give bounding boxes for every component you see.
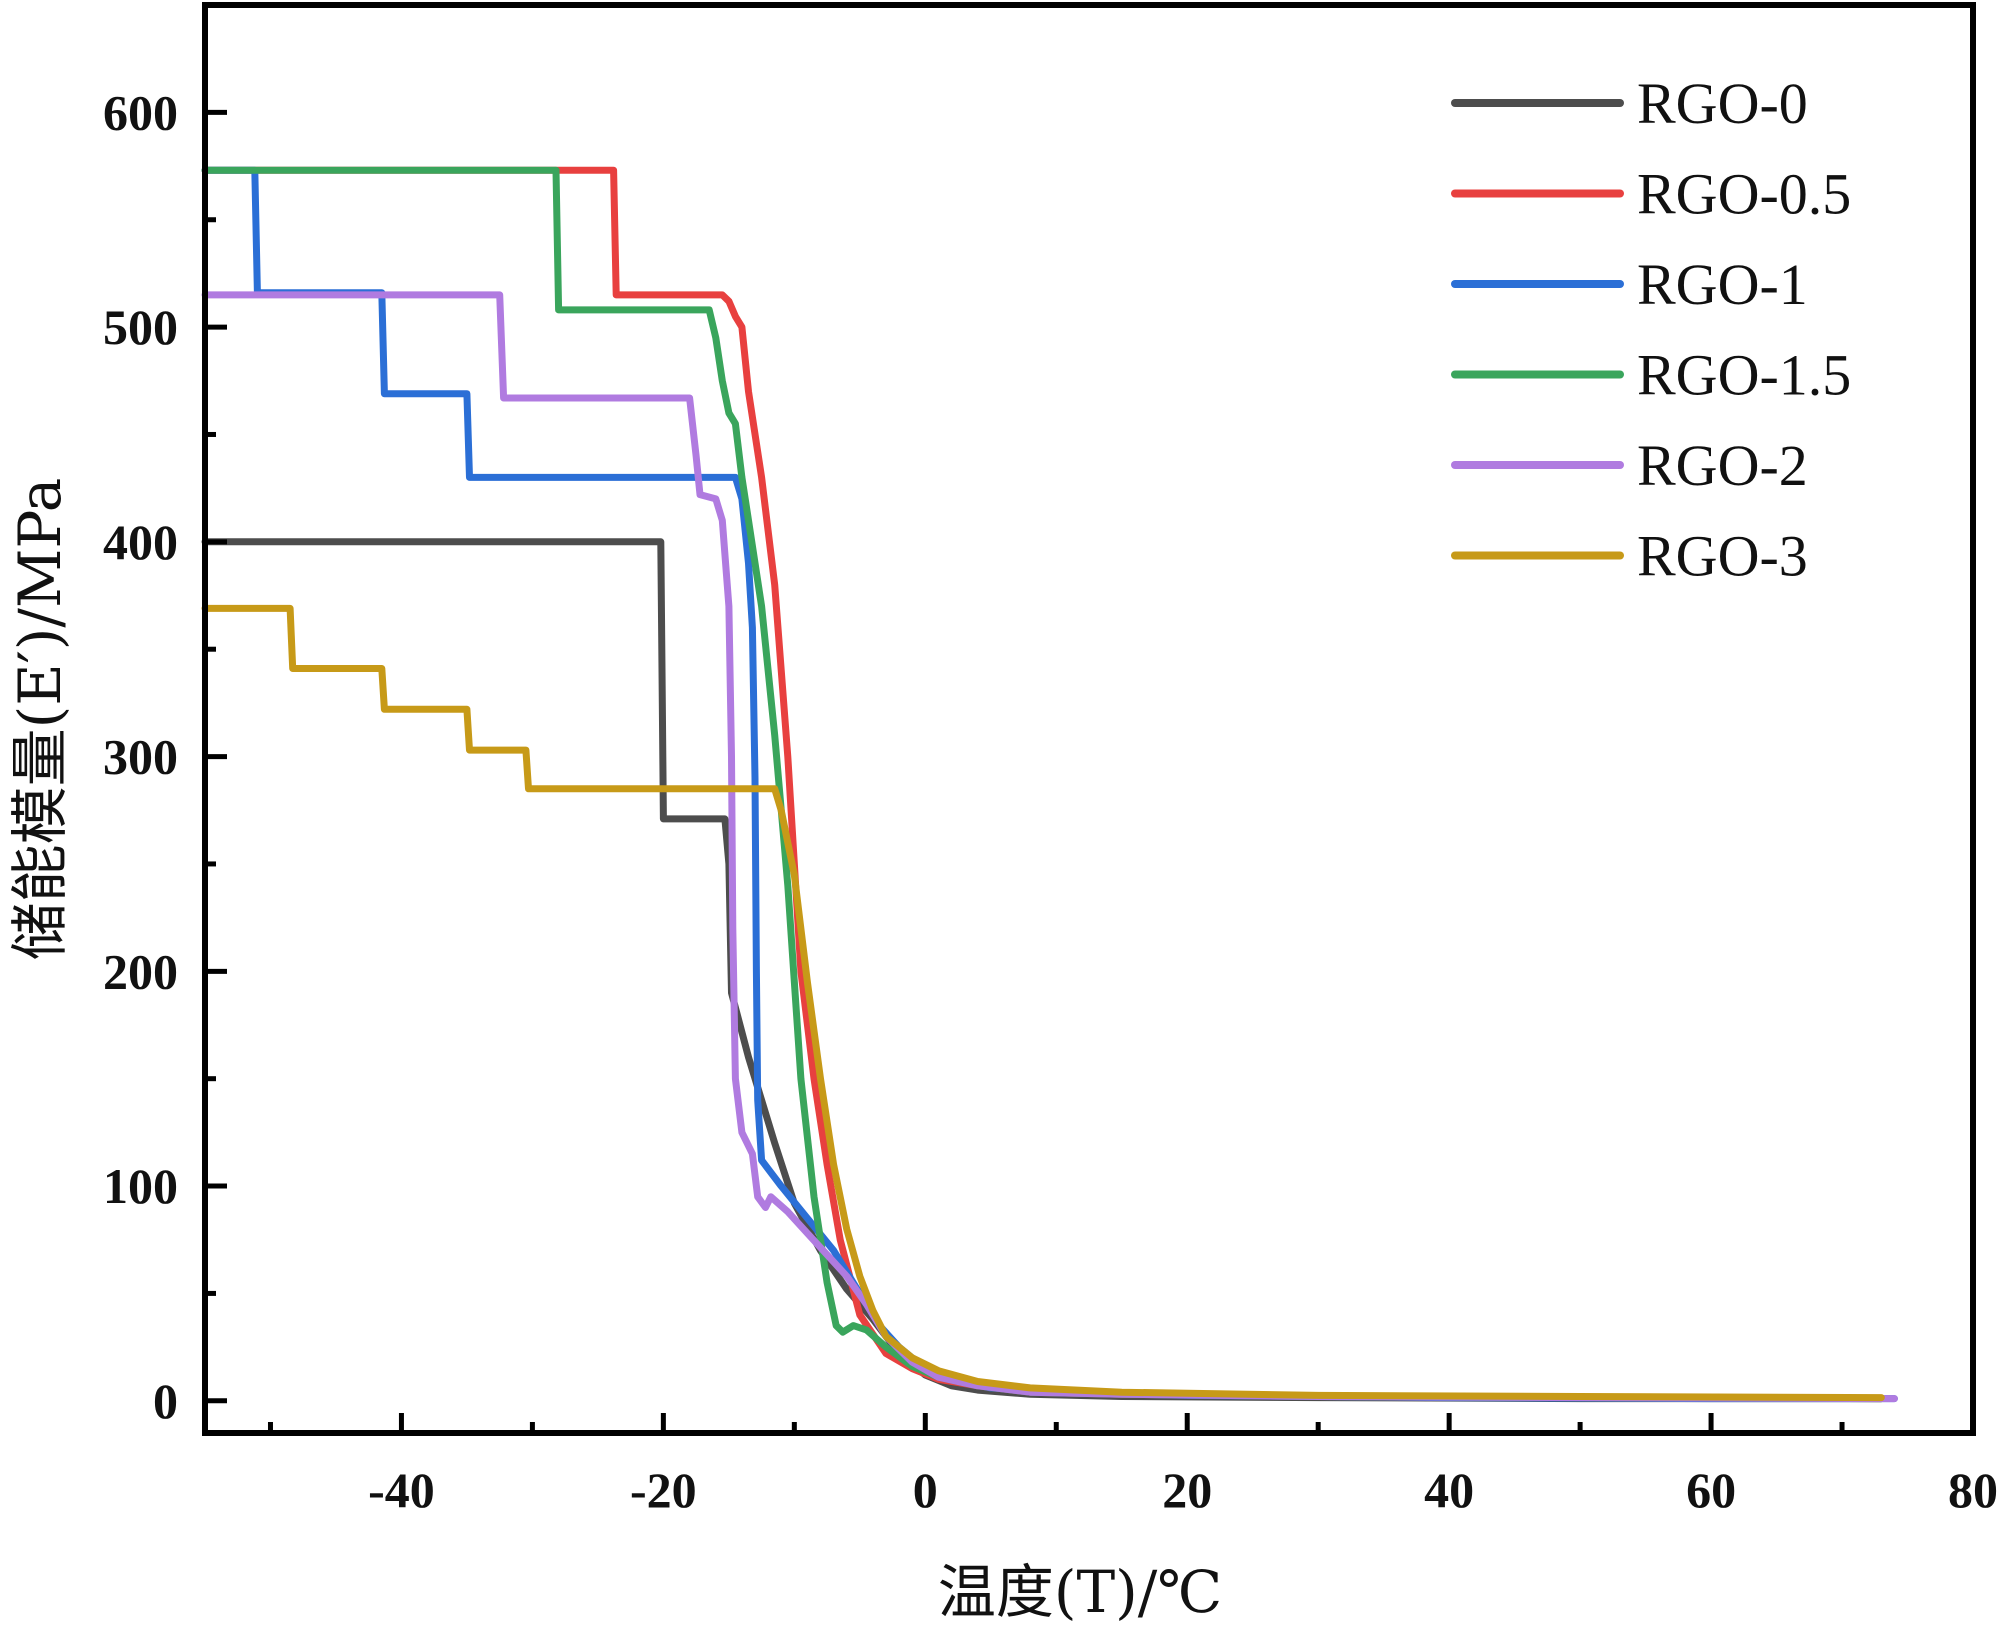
x-tick-label: 20: [1162, 1462, 1212, 1518]
legend: RGO-0 RGO-0.5 RGO-1 RGO-1.5 RGO-2 RGO-3: [1451, 71, 1851, 589]
legend-label: RGO-1.5: [1637, 343, 1851, 408]
y-tick-label: 100: [103, 1158, 178, 1214]
x-tick-label: -40: [368, 1462, 435, 1518]
y-tick-label: 0: [153, 1373, 178, 1429]
series-line-rgo-2: [201, 291, 1898, 1403]
plot-frame: [202, 2, 1976, 1436]
legend-label: RGO-1: [1637, 252, 1808, 317]
y-tick-label: 300: [103, 729, 178, 785]
legend-entry: RGO-1.5: [1451, 343, 1851, 408]
legend-label: RGO-2: [1637, 433, 1808, 498]
y-tick-label: 600: [103, 84, 178, 140]
x-tick-label: -20: [630, 1462, 697, 1518]
legend-label: RGO-3: [1637, 524, 1808, 589]
y-tick-label: 200: [103, 943, 178, 999]
legend-entry: RGO-1: [1451, 252, 1808, 317]
x-tick-label: 40: [1424, 1462, 1474, 1518]
x-axis-title: 温度(T)/℃: [938, 1558, 1222, 1626]
curves-layer: [201, 166, 1898, 1403]
x-tick-label: 0: [913, 1462, 938, 1518]
y-tick-label: 500: [103, 299, 178, 355]
y-tick-label: 400: [103, 514, 178, 570]
legend-entry: RGO-2: [1451, 433, 1808, 498]
legend-entry: RGO-0: [1451, 71, 1808, 136]
legend-label: RGO-0: [1637, 71, 1808, 136]
series-line-rgo-0: [201, 538, 1885, 1403]
legend-entry: RGO-0.5: [1451, 162, 1851, 227]
series-line-rgo-0-5: [201, 166, 1885, 1403]
y-axis-title: 储能模量(E′)/MPa: [6, 478, 74, 961]
legend-label: RGO-0.5: [1637, 162, 1851, 227]
axis-ticks: [205, 2, 1976, 1433]
axis-tick-labels: -40 -20 0 20 40 60 80 0 100 200 300 400 500 600: [103, 84, 1998, 1518]
series-line-rgo-3: [201, 604, 1885, 1402]
series-line-rgo-1-5: [201, 166, 1885, 1403]
legend-entry: RGO-3: [1451, 524, 1808, 589]
x-tick-label: 80: [1948, 1462, 1998, 1518]
x-tick-label: 60: [1686, 1462, 1736, 1518]
